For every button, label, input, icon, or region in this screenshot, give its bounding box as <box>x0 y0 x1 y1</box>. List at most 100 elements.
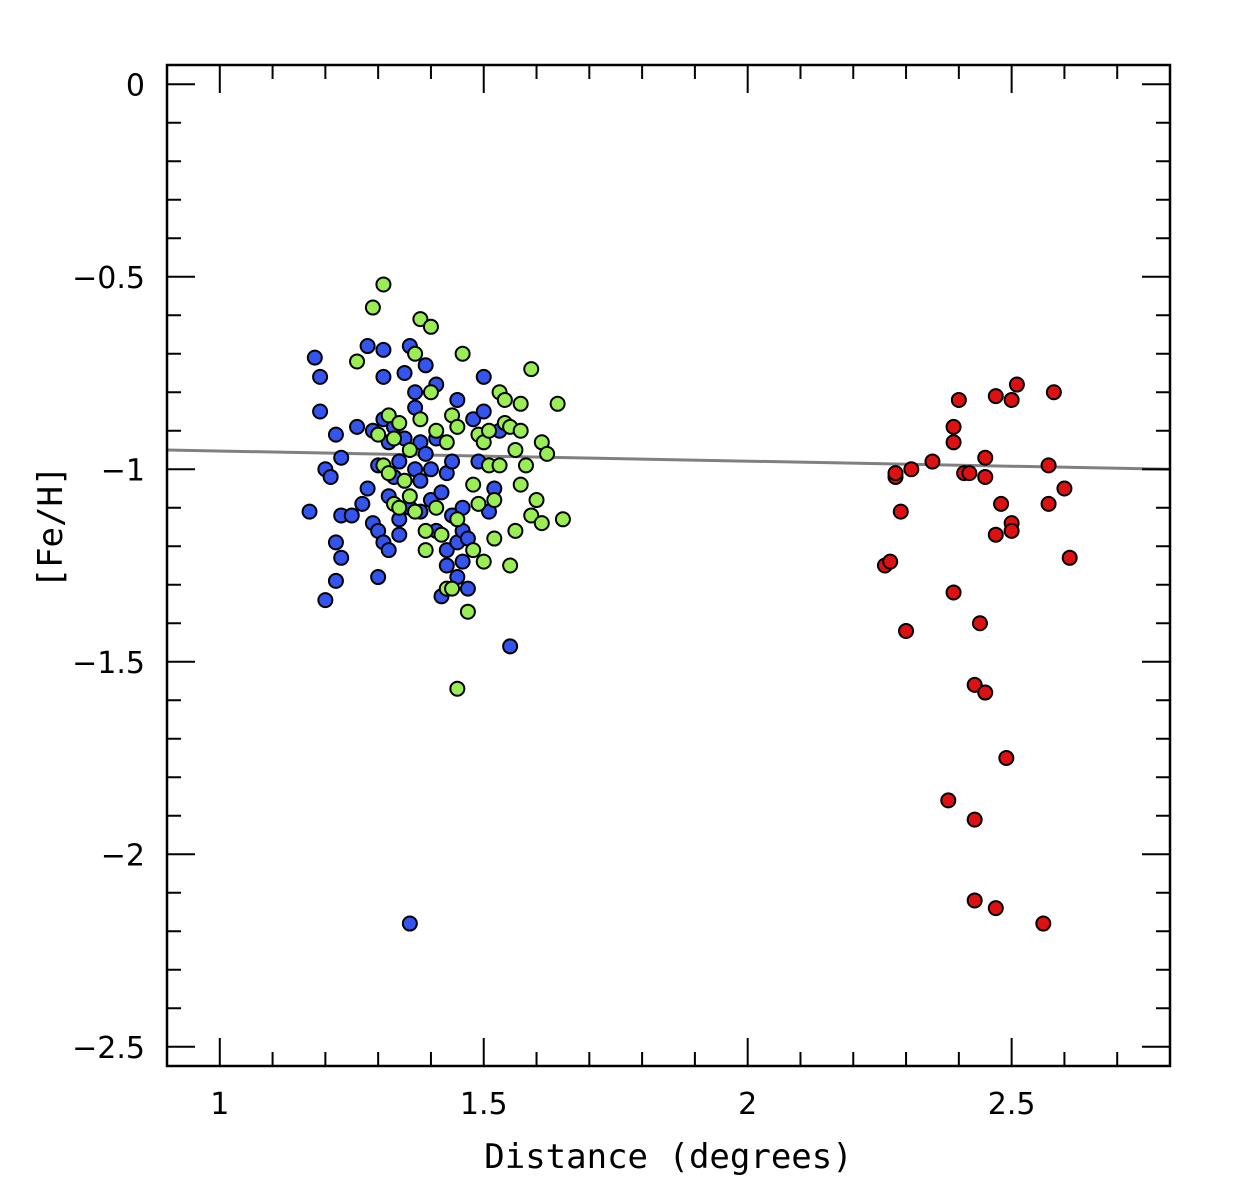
data-point <box>987 388 1004 405</box>
data-point <box>459 580 476 597</box>
data-point <box>470 495 487 512</box>
data-point <box>417 445 434 462</box>
data-point <box>465 476 482 493</box>
data-point <box>961 465 978 482</box>
data-point <box>987 900 1004 917</box>
data-point <box>1045 384 1062 401</box>
data-point <box>977 684 994 701</box>
data-point <box>364 299 381 316</box>
data-point <box>349 353 366 370</box>
data-point <box>454 345 471 362</box>
data-point <box>391 453 408 470</box>
data-point <box>343 507 360 524</box>
data-point <box>449 418 466 435</box>
data-point <box>449 391 466 408</box>
data-point <box>444 580 461 597</box>
data-point <box>417 522 434 539</box>
x-axis-label: Distance (degrees) <box>484 1137 852 1177</box>
data-point <box>977 449 994 466</box>
data-point <box>465 411 482 428</box>
y-tick-label: −1 <box>101 453 145 488</box>
data-point <box>407 384 424 401</box>
data-point <box>945 434 962 451</box>
data-point <box>887 465 904 482</box>
data-point <box>433 484 450 501</box>
data-point <box>433 526 450 543</box>
data-point <box>449 511 466 528</box>
data-point <box>512 422 529 439</box>
data-point <box>422 384 439 401</box>
data-point <box>987 526 1004 543</box>
x-tick-label: 1 <box>210 1087 229 1122</box>
data-point <box>502 638 519 655</box>
data-point <box>428 422 445 439</box>
data-point <box>327 534 344 551</box>
data-point <box>438 542 455 559</box>
data-point <box>924 453 941 470</box>
data-point <box>422 318 439 335</box>
x-tick-label: 2.5 <box>988 1087 1036 1122</box>
data-point <box>1003 391 1020 408</box>
data-point <box>407 503 424 520</box>
y-tick-label: −2 <box>101 838 145 873</box>
data-point <box>496 391 513 408</box>
data-point <box>523 361 540 378</box>
y-tick-label: −0.5 <box>72 261 145 296</box>
series-2 <box>876 376 1078 932</box>
data-point <box>945 584 962 601</box>
data-point <box>945 418 962 435</box>
data-point <box>370 569 387 586</box>
plot-frame <box>165 63 1172 1068</box>
data-point <box>370 426 387 443</box>
data-point <box>481 422 498 439</box>
data-point <box>1040 457 1057 474</box>
data-point <box>375 276 392 293</box>
data-point <box>428 499 445 516</box>
data-point <box>892 503 909 520</box>
data-point <box>507 522 524 539</box>
y-tick-label: −1.5 <box>72 646 145 681</box>
data-point <box>391 415 408 432</box>
data-point <box>359 338 376 355</box>
data-point <box>528 492 545 509</box>
data-point <box>882 553 899 570</box>
points-layer <box>301 276 1078 932</box>
data-point <box>438 557 455 574</box>
data-point <box>333 549 350 566</box>
data-point <box>977 468 994 485</box>
data-point <box>396 365 413 381</box>
data-point <box>971 615 988 632</box>
data-point <box>533 515 550 532</box>
data-point <box>449 680 466 697</box>
data-point <box>502 557 519 574</box>
data-point <box>523 507 540 524</box>
ticks-layer <box>166 65 1171 1066</box>
data-point <box>966 811 983 828</box>
data-point <box>417 542 434 559</box>
data-point <box>438 434 455 451</box>
data-point <box>327 426 344 443</box>
y-axis-label: [Fe/H] <box>31 466 71 589</box>
data-point <box>422 461 439 478</box>
trend-line <box>166 448 1171 471</box>
data-point <box>301 503 318 520</box>
data-point <box>391 499 408 516</box>
data-point <box>898 622 915 639</box>
trend-line-layer <box>166 448 1171 471</box>
data-point <box>1061 549 1078 566</box>
data-point <box>412 472 429 489</box>
data-point <box>380 407 397 424</box>
data-point <box>903 461 920 478</box>
data-point <box>993 495 1010 512</box>
data-point <box>317 592 334 609</box>
data-point <box>554 511 571 528</box>
data-point <box>475 403 492 420</box>
data-point <box>380 542 397 559</box>
data-point <box>322 468 339 485</box>
data-point <box>940 792 957 809</box>
data-point <box>375 368 392 385</box>
x-tick-label: 1.5 <box>460 1087 508 1122</box>
data-point <box>354 495 371 512</box>
data-point <box>401 442 418 458</box>
data-point <box>507 442 524 458</box>
